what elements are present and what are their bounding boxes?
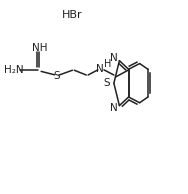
Text: S: S — [53, 71, 60, 81]
Text: N: N — [110, 103, 118, 113]
Text: H: H — [104, 59, 111, 68]
Text: N: N — [96, 64, 104, 74]
Text: S: S — [103, 78, 110, 88]
Text: H₂N: H₂N — [4, 65, 23, 75]
Text: NH: NH — [32, 43, 47, 53]
Text: N: N — [110, 53, 118, 63]
Text: HBr: HBr — [62, 10, 83, 20]
